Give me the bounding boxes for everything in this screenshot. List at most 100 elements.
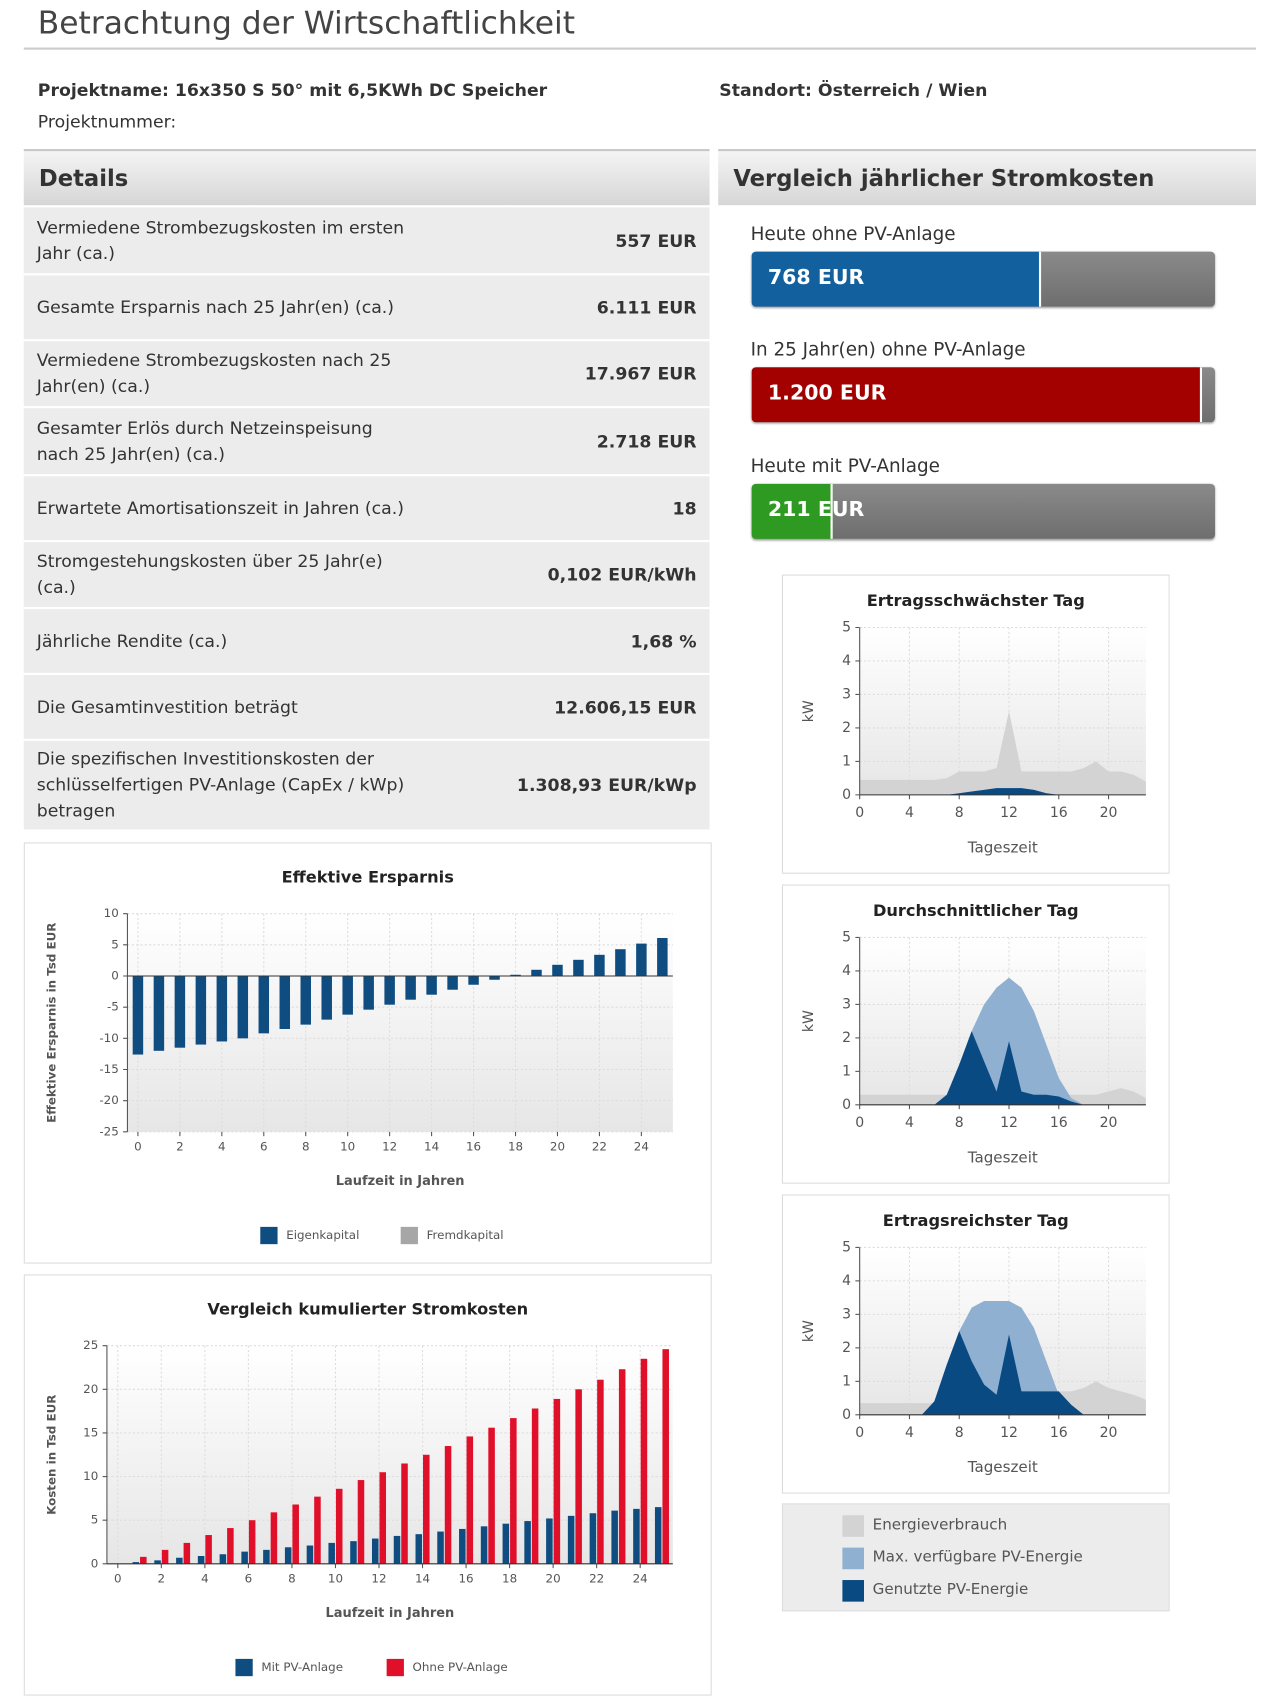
plot-area bbox=[127, 913, 673, 1132]
row-label: Vermiedene Strombezugskosten nach 25 Jah… bbox=[36, 349, 392, 397]
bar-track: 211 EUR bbox=[751, 483, 1215, 539]
y-tick-label: 0 bbox=[842, 1097, 851, 1113]
bar-caption: Heute ohne PV-Anlage bbox=[750, 223, 956, 246]
bar-caption: In 25 Jahr(en) ohne PV-Anlage bbox=[750, 339, 1026, 361]
x-tick-label: 22 bbox=[592, 1139, 607, 1153]
x-tick-label: 8 bbox=[955, 1425, 964, 1441]
row-value: 12.606,15 EUR bbox=[554, 696, 697, 718]
bar bbox=[379, 1472, 387, 1564]
project-location: Standort: Österreich / Wien bbox=[719, 79, 988, 101]
details-row: Jährliche Rendite (ca.) 1,68 % bbox=[23, 609, 710, 673]
bar bbox=[197, 1555, 205, 1564]
bar bbox=[292, 1504, 299, 1564]
x-tick-label: 2 bbox=[176, 1139, 184, 1153]
legend-swatch bbox=[842, 1580, 865, 1602]
bar bbox=[241, 1551, 248, 1564]
x-tick-label: 22 bbox=[589, 1571, 604, 1585]
y-tick-label: 4 bbox=[842, 1273, 851, 1289]
x-tick-label: 24 bbox=[634, 1139, 649, 1153]
bar bbox=[510, 1418, 517, 1564]
legend-label: Energieverbrauch bbox=[872, 1516, 1008, 1534]
y-axis-title: kW bbox=[801, 1320, 817, 1342]
area bbox=[859, 977, 1146, 1105]
bar bbox=[205, 1535, 212, 1564]
y-tick-label: 1 bbox=[842, 1063, 851, 1079]
legend-swatch bbox=[842, 1547, 865, 1570]
bar bbox=[248, 1520, 256, 1564]
bar bbox=[405, 976, 416, 1000]
x-tick-label: 18 bbox=[502, 1571, 517, 1585]
bar bbox=[216, 976, 228, 1042]
comparison-bar bbox=[751, 367, 1203, 423]
bar bbox=[654, 1507, 662, 1564]
x-tick-label: 16 bbox=[1050, 1425, 1068, 1441]
x-tick-label: 0 bbox=[114, 1571, 122, 1585]
area bbox=[859, 711, 1146, 795]
x-tick-label: 12 bbox=[382, 1139, 397, 1153]
bar bbox=[284, 1547, 292, 1564]
x-tick-label: 6 bbox=[260, 1139, 268, 1153]
x-tick-label: 20 bbox=[1100, 805, 1118, 821]
bar-value-label: 211 EUR bbox=[767, 497, 865, 522]
chart-title: Effektive Ersparnis bbox=[282, 868, 454, 887]
bar bbox=[314, 1496, 321, 1564]
area bbox=[859, 1031, 1146, 1105]
bar bbox=[594, 954, 605, 977]
x-tick-label: 10 bbox=[328, 1571, 343, 1585]
y-tick-label: 5 bbox=[91, 1513, 99, 1527]
bar bbox=[615, 949, 626, 977]
bar bbox=[437, 1531, 444, 1564]
y-tick-label: 20 bbox=[83, 1382, 98, 1396]
y-tick-label: 2 bbox=[842, 720, 851, 736]
x-axis-title: Tageszeit bbox=[967, 838, 1038, 856]
bar bbox=[575, 1389, 582, 1564]
row-value: 2.718 EUR bbox=[596, 430, 697, 452]
y-tick-label: 25 bbox=[83, 1338, 98, 1352]
x-tick-label: 4 bbox=[201, 1571, 209, 1585]
x-tick-label: 20 bbox=[546, 1571, 561, 1585]
legend-swatch bbox=[386, 1658, 404, 1677]
bar-track: 1.200 EUR bbox=[751, 367, 1215, 423]
bar bbox=[488, 1427, 495, 1564]
bar bbox=[468, 976, 479, 985]
bar bbox=[426, 976, 437, 995]
bar bbox=[363, 976, 374, 1010]
bar bbox=[154, 1560, 161, 1564]
title-rule bbox=[23, 47, 1257, 50]
bar bbox=[611, 1510, 618, 1564]
y-tick-label: 3 bbox=[842, 686, 851, 702]
bar bbox=[393, 1535, 401, 1564]
y-axis-title: kW bbox=[801, 700, 817, 722]
bar bbox=[415, 1534, 423, 1564]
y-tick-label: 1 bbox=[842, 1373, 851, 1389]
bar bbox=[335, 1488, 343, 1564]
y-tick-label: 4 bbox=[842, 653, 851, 669]
y-tick-label: 10 bbox=[104, 906, 119, 920]
row-value: 1,68 % bbox=[630, 630, 697, 652]
x-tick-label: 16 bbox=[458, 1571, 473, 1585]
y-tick-label: 5 bbox=[842, 1239, 851, 1255]
y-tick-label: 0 bbox=[91, 1556, 99, 1570]
x-tick-label: 2 bbox=[158, 1571, 166, 1585]
project-number: Projektnummer: bbox=[37, 111, 177, 132]
bar bbox=[640, 1358, 648, 1564]
x-tick-label: 12 bbox=[1000, 805, 1018, 821]
bar bbox=[195, 976, 207, 1045]
chart-title: Ertragsreichster Tag bbox=[883, 1211, 1069, 1230]
y-axis-title: Effektive Ersparnis in Tsd EUR bbox=[44, 923, 58, 1123]
x-tick-label: 4 bbox=[218, 1139, 226, 1153]
x-tick-label: 24 bbox=[633, 1571, 648, 1585]
y-tick-label: -25 bbox=[99, 1124, 118, 1138]
y-tick-label: 5 bbox=[111, 937, 119, 951]
details-row: Vermiedene Strombezugskosten nach 25 Jah… bbox=[23, 341, 710, 407]
x-tick-label: 6 bbox=[245, 1571, 253, 1585]
project-name: Projektname: 16x350 S 50° mit 6,5KWh DC … bbox=[37, 79, 548, 101]
y-tick-label: 1 bbox=[842, 753, 851, 769]
chart: Vergleich kumulierter Stromkosten 0 5 10 15 2… bbox=[23, 1274, 712, 1696]
y-tick-label: 3 bbox=[842, 1306, 851, 1322]
area bbox=[859, 1300, 1146, 1415]
row-value: 17.967 EUR bbox=[584, 363, 697, 384]
